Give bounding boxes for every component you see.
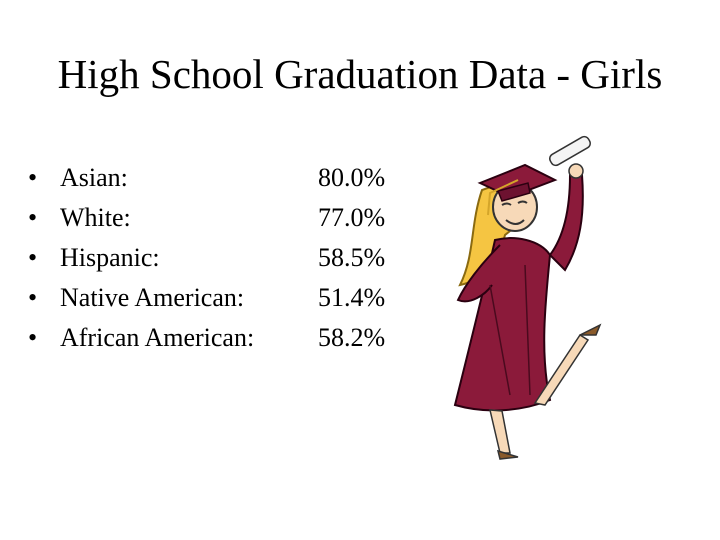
bullet: • (28, 243, 38, 272)
item-label: Asian: (60, 163, 128, 192)
graduate-clipart (453, 135, 602, 460)
item-value: 58.5% (318, 243, 386, 272)
slide-title: High School Graduation Data - Girls (57, 51, 663, 97)
item-value: 51.4% (318, 283, 386, 312)
bullet: • (28, 283, 38, 312)
item-label: Hispanic: (60, 243, 160, 272)
item-label: White: (60, 203, 131, 232)
item-value: 80.0% (318, 163, 386, 192)
bullet: • (28, 203, 38, 232)
bullet: • (28, 163, 38, 192)
item-value: 58.2% (318, 323, 386, 352)
item-label: Native American: (60, 283, 245, 312)
bullet: • (28, 323, 38, 352)
item-value: 77.0% (318, 203, 386, 232)
item-label: African American: (60, 323, 255, 352)
